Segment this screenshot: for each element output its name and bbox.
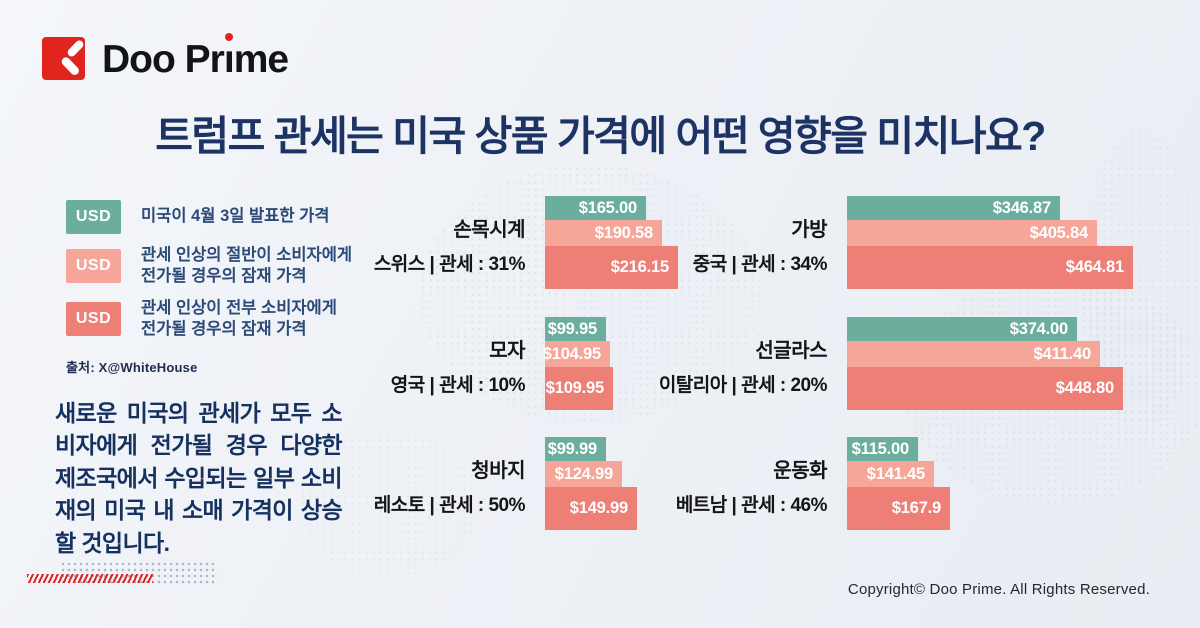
product-name: 청바지 bbox=[471, 460, 525, 482]
logo-i-dot bbox=[224, 32, 233, 41]
bar-value-label: $464.81 bbox=[1065, 258, 1124, 276]
bar-group: $165.00 $190.58 $216.15 bbox=[545, 196, 678, 289]
doo-prime-wordmark: Doo Prı me bbox=[102, 32, 289, 79]
bar-value-label: $124.99 bbox=[554, 464, 613, 483]
bar-value-label: $448.80 bbox=[1055, 379, 1114, 397]
legend: USD 미국이 4월 3일 발표한 가격 USD 관세 인상의 절반이 소비자에… bbox=[66, 200, 376, 376]
copyright-text: Copyright© Doo Prime. All Rights Reserve… bbox=[847, 581, 1150, 598]
chart-label: 가방 중국 | 관세 : 34% bbox=[667, 196, 828, 289]
bar-value-label: $167.9 bbox=[891, 499, 941, 517]
bar-half-passthrough: $104.95 bbox=[542, 341, 610, 367]
red-stripe-decoration bbox=[27, 574, 153, 583]
bar-full-passthrough: $216.15 bbox=[545, 246, 678, 289]
bar-announced-price: $346.87 bbox=[847, 196, 1060, 220]
legend-label: 미국이 4월 3일 발표한 가격 bbox=[141, 207, 330, 226]
doo-prime-logo: Doo Prı me bbox=[42, 32, 289, 82]
legend-item-full-passthrough: USD 관세 인상이 전부 소비자에게 전가될 경우의 잠재 가격 bbox=[66, 298, 376, 340]
bar-full-passthrough: $448.80 bbox=[847, 367, 1123, 410]
legend-label: 관세 인상의 절반이 소비자에게 전가될 경우의 잠재 가격 bbox=[141, 246, 353, 286]
bar-full-passthrough: $167.9 bbox=[847, 487, 950, 530]
bar-value-label: $141.45 bbox=[866, 464, 925, 483]
bar-half-passthrough: $411.40 bbox=[847, 341, 1100, 367]
product-name: 모자 bbox=[489, 340, 525, 362]
chart-label: 선글라스 이탈리아 | 관세 : 20% bbox=[659, 317, 828, 410]
legend-item-half-passthrough: USD 관세 인상의 절반이 소비자에게 전가될 경우의 잠재 가격 bbox=[66, 245, 376, 287]
usd-badge-coral: USD bbox=[66, 302, 121, 337]
bar-value-label: $405.84 bbox=[1029, 223, 1088, 242]
chart-label: 청바지 레소토 | 관세 : 50% bbox=[365, 437, 526, 530]
product-origin-tariff: 중국 | 관세 : 34% bbox=[692, 254, 828, 275]
page-title: 트럼프 관세는 미국 상품 가격에 어떤 영향을 미치나요? bbox=[155, 113, 1046, 159]
bar-value-label: $109.95 bbox=[545, 379, 604, 397]
bar-group: $374.00 $411.40 $448.80 bbox=[847, 317, 1123, 410]
bar-value-label: $149.99 bbox=[569, 499, 628, 517]
bar-announced-price: $374.00 bbox=[847, 317, 1077, 341]
bar-value-label: $346.87 bbox=[992, 198, 1051, 217]
chart-sunglasses: 선글라스 이탈리아 | 관세 : 20% $374.00 $411.40 $44… bbox=[659, 317, 1123, 410]
legend-label: 관세 인상이 전부 소비자에게 전가될 경우의 잠재 가격 bbox=[141, 299, 337, 339]
bar-half-passthrough: $405.84 bbox=[847, 220, 1097, 246]
bar-full-passthrough: $149.99 bbox=[545, 487, 637, 530]
chart-watch: 손목시계 스위스 | 관세 : 31% $165.00 $190.58 $216… bbox=[365, 196, 678, 289]
bar-value-label: $190.58 bbox=[594, 223, 653, 242]
usd-badge-teal: USD bbox=[66, 200, 121, 234]
product-name: 선글라스 bbox=[755, 340, 827, 362]
bar-announced-price: $115.00 bbox=[847, 437, 918, 461]
bar-value-label: $99.95 bbox=[547, 319, 597, 338]
product-name: 손목시계 bbox=[453, 219, 525, 241]
product-origin-tariff: 레소토 | 관세 : 50% bbox=[373, 495, 526, 516]
bar-value-label: $165.00 bbox=[578, 198, 637, 217]
chart-hat: 모자 영국 | 관세 : 10% $99.95 $104.95 $109.95 bbox=[365, 317, 613, 410]
bar-value-label: $115.00 bbox=[851, 439, 910, 458]
product-origin-tariff: 영국 | 관세 : 10% bbox=[390, 375, 526, 396]
bar-half-passthrough: $124.99 bbox=[545, 461, 622, 487]
bar-value-label: $411.40 bbox=[1033, 344, 1092, 363]
bar-half-passthrough: $190.58 bbox=[545, 220, 662, 246]
chart-jeans: 청바지 레소토 | 관세 : 50% $99.99 $124.99 $149.9… bbox=[365, 437, 637, 530]
chart-bag: 가방 중국 | 관세 : 34% $346.87 $405.84 $464.81 bbox=[667, 196, 1133, 289]
bar-full-passthrough: $464.81 bbox=[847, 246, 1133, 289]
chart-label: 운동화 베트남 | 관세 : 46% bbox=[667, 437, 828, 530]
bar-group: $99.99 $124.99 $149.99 bbox=[545, 437, 637, 530]
bar-value-label: $374.00 bbox=[1009, 319, 1068, 338]
bar-half-passthrough: $141.45 bbox=[847, 461, 934, 487]
summary-paragraph: 새로운 미국의 관세가 모두 소비자에게 전가될 경우 다양한 제조국에서 수입… bbox=[55, 400, 343, 556]
bar-group: $99.95 $104.95 $109.95 bbox=[542, 317, 613, 410]
source-citation: 출처: X@WhiteHouse bbox=[66, 360, 198, 376]
product-origin-tariff: 스위스 | 관세 : 31% bbox=[373, 254, 526, 275]
bar-value-label: $99.99 bbox=[547, 439, 597, 458]
chart-label: 손목시계 스위스 | 관세 : 31% bbox=[365, 196, 526, 289]
chart-sneakers: 운동화 베트남 | 관세 : 46% $115.00 $141.45 $167.… bbox=[667, 437, 950, 530]
bar-full-passthrough: $109.95 bbox=[545, 367, 613, 410]
bar-value-label: $216.15 bbox=[610, 258, 669, 276]
product-name: 가방 bbox=[791, 219, 827, 241]
bar-announced-price: $99.95 bbox=[545, 317, 606, 341]
product-origin-tariff: 베트남 | 관세 : 46% bbox=[675, 495, 828, 516]
bar-announced-price: $165.00 bbox=[545, 196, 646, 220]
bar-announced-price: $99.99 bbox=[545, 437, 606, 461]
usd-badge-salmon: USD bbox=[66, 249, 121, 284]
bar-group: $346.87 $405.84 $464.81 bbox=[847, 196, 1133, 289]
bar-group: $115.00 $141.45 $167.9 bbox=[847, 437, 950, 530]
product-origin-tariff: 이탈리아 | 관세 : 20% bbox=[658, 375, 828, 396]
bar-value-label: $104.95 bbox=[542, 344, 601, 363]
legend-item-announced-price: USD 미국이 4월 3일 발표한 가격 bbox=[66, 200, 376, 234]
product-name: 운동화 bbox=[773, 460, 827, 482]
doo-prime-logo-icon bbox=[42, 37, 85, 80]
chart-label: 모자 영국 | 관세 : 10% bbox=[365, 317, 526, 410]
